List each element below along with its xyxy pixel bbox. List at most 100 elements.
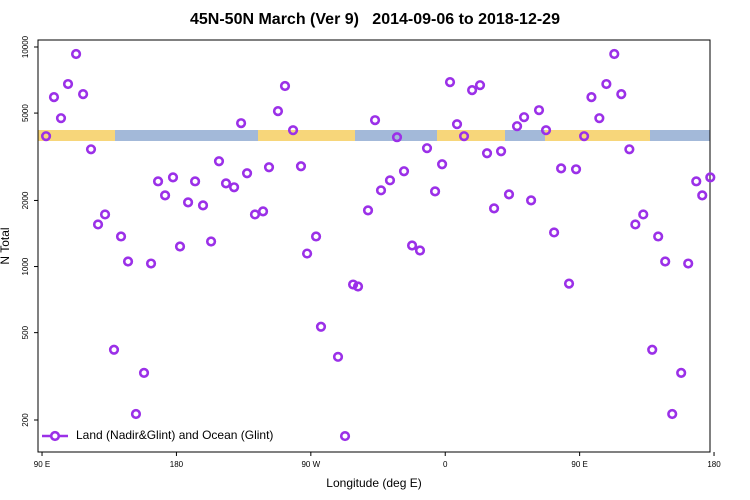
land-band (545, 130, 650, 141)
data-point (421, 143, 433, 154)
data-point (375, 185, 387, 196)
data-point (295, 161, 307, 172)
data-point (398, 166, 410, 177)
x-tick-label: 90 E (571, 460, 587, 469)
data-point (77, 89, 89, 100)
data-point (228, 182, 240, 193)
data-point (152, 176, 164, 187)
surface-band (38, 130, 710, 141)
ocean-band (115, 130, 258, 141)
data-point (263, 162, 275, 173)
land-band (38, 130, 115, 141)
data-point (414, 245, 426, 256)
data-point (474, 80, 486, 91)
data-point (683, 258, 694, 269)
land-band (437, 130, 505, 141)
x-tick-label: 180 (170, 460, 184, 469)
data-point (55, 113, 67, 124)
y-tick-label: 500 (21, 325, 30, 339)
data-point (533, 105, 545, 116)
data-point (249, 209, 261, 220)
data-point (548, 227, 560, 238)
data-point (130, 408, 142, 420)
x-tick-label: 0 (443, 460, 448, 469)
data-point (315, 321, 327, 332)
data-point (205, 236, 217, 247)
data-point (122, 256, 134, 267)
data-point (189, 176, 201, 187)
data-point (213, 156, 225, 167)
data-point (197, 200, 209, 211)
data-point (638, 209, 649, 220)
data-point (310, 231, 322, 242)
plot-frame (37, 39, 711, 453)
data-point (145, 258, 157, 269)
data-point (108, 344, 120, 355)
ocean-band (355, 130, 437, 141)
x-tick-label: 90 W (301, 460, 320, 469)
data-point (601, 78, 612, 90)
data-point (391, 132, 403, 143)
data-point (85, 144, 97, 155)
data-point (220, 178, 232, 189)
data-point (653, 231, 664, 242)
legend-label: Land (Nadir&Glint) and Ocean (Glint) (76, 428, 273, 442)
data-point (570, 164, 582, 175)
data-point (676, 367, 687, 378)
data-point (159, 190, 171, 201)
data-point (70, 48, 82, 60)
data-point (594, 113, 605, 124)
data-point (705, 172, 716, 183)
data-point (406, 240, 418, 251)
data-point (138, 367, 150, 378)
data-point (352, 281, 364, 292)
data-point (511, 121, 523, 132)
data-point (540, 125, 552, 136)
data-point (279, 80, 291, 92)
data-point (563, 278, 575, 289)
land-band (258, 130, 355, 141)
data-point (630, 219, 641, 230)
data-point (167, 172, 179, 183)
ocean-band (650, 130, 710, 141)
x-tick-label: 180 (707, 460, 721, 469)
data-point (503, 189, 515, 200)
data-point (556, 163, 567, 174)
data-point (467, 85, 478, 96)
data-point (495, 146, 507, 157)
y-axis-title: N Total (0, 227, 12, 264)
data-point (48, 92, 60, 103)
data-point (272, 106, 284, 117)
data-point (332, 351, 344, 362)
data-point (40, 131, 52, 142)
data-point (586, 92, 597, 103)
data-point (436, 159, 448, 170)
legend-swatch (49, 430, 61, 442)
data-point (182, 197, 194, 208)
data-point (660, 256, 671, 267)
data-point (579, 131, 590, 142)
data-point (616, 89, 627, 100)
data-point (301, 248, 313, 259)
data-point (257, 206, 269, 217)
y-tick-label: 1000 (21, 257, 30, 275)
data-point (691, 176, 702, 187)
data-point (92, 219, 104, 230)
data-point (518, 112, 530, 123)
y-tick-label: 10000 (21, 35, 30, 58)
data-point (429, 186, 441, 197)
x-axis-title: Longitude (deg E) (326, 476, 421, 490)
y-tick-label: 2000 (21, 191, 30, 209)
data-point (647, 344, 658, 355)
data-point (481, 148, 493, 159)
data-point (347, 279, 359, 290)
ocean-band (505, 130, 545, 141)
y-tick-label: 200 (21, 413, 30, 427)
data-point (362, 205, 374, 216)
data-point (609, 48, 620, 60)
data-point (339, 430, 351, 442)
data-point (287, 125, 299, 136)
data-point (174, 241, 186, 252)
data-point (525, 195, 537, 206)
